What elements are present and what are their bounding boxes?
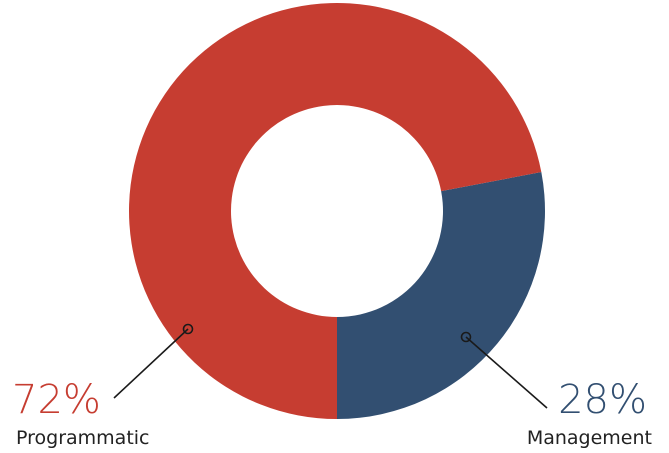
slice-programmatic	[128, 3, 542, 420]
slice-management	[337, 172, 545, 419]
value-label-programmatic: 72%	[12, 377, 101, 423]
leader-dot-programmatic	[182, 323, 194, 335]
leader-line-management	[465, 336, 548, 409]
category-label-management: Management	[527, 427, 652, 449]
category-label-programmatic: Programmatic	[16, 427, 150, 449]
leader-dot-management	[460, 331, 472, 343]
leader-line-programmatic	[113, 328, 189, 399]
slices-group	[128, 3, 545, 420]
value-label-management: 28%	[558, 377, 647, 423]
